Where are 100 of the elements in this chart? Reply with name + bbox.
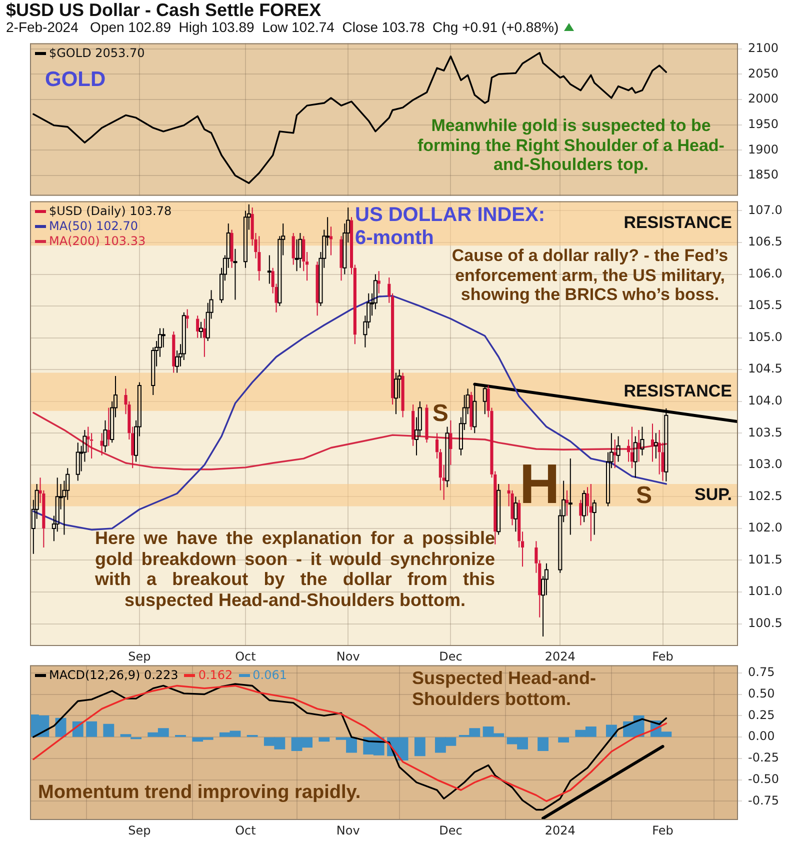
candlestick [514, 496, 518, 532]
x-tick-label: 2024 [544, 649, 576, 664]
x-tick-label: 2024 [544, 823, 576, 838]
candlestick [589, 483, 592, 542]
candlestick [76, 442, 80, 482]
candlestick [329, 226, 333, 256]
legend-label: MA(200) 103.33 [49, 234, 146, 248]
candlestick [640, 426, 644, 456]
candlestick [425, 404, 428, 444]
y-tick-label: 104.0 [748, 393, 782, 408]
x-tick-label: Dec [439, 649, 462, 664]
band-label: SUP. [694, 484, 732, 504]
annotation: Suspected Head-and-Shoulders bottom. [412, 668, 598, 710]
y-tick-label: 0.75 [748, 665, 775, 680]
y-tick-label: 0.50 [748, 686, 775, 700]
y-tick-label: 102.5 [748, 488, 782, 503]
y-tick-label: 100.5 [748, 616, 782, 630]
candlestick [233, 248, 238, 300]
annotation: S [636, 482, 652, 510]
y-tick-label: 0.00 [748, 729, 775, 744]
candlestick [230, 229, 234, 268]
x-tick-label: Feb [652, 649, 674, 664]
y-tick-label: 104.5 [748, 362, 782, 376]
y-tick-label: 106.0 [748, 266, 782, 280]
x-tick-label: Nov [336, 649, 360, 664]
candlestick [107, 407, 110, 446]
candlestick [267, 254, 272, 284]
candlestick [592, 499, 596, 536]
y-tick-label: -0.50 [748, 772, 780, 786]
candlestick [613, 438, 616, 469]
candlestick [196, 315, 200, 338]
bar [86, 721, 98, 737]
y-tick-label: 107.0 [748, 202, 782, 217]
y-tick-label: 1850 [748, 168, 779, 182]
y-tick-label: 1950 [748, 116, 779, 131]
y-tick-label: 103.5 [748, 425, 782, 440]
annotation: US DOLLAR INDEX: 6-month [355, 204, 545, 249]
x-tick-label: Oct [235, 823, 256, 838]
y-tick-label: -0.75 [748, 793, 780, 808]
candlestick [616, 436, 620, 462]
candlestick [412, 404, 415, 446]
candlestick [445, 426, 450, 488]
candlestick [172, 330, 176, 374]
y-tick-label: 103.0 [748, 457, 782, 472]
y-tick-label: 2100 [748, 40, 779, 55]
chart-title: $USD US Dollar - Cash Settle FOREX [6, 0, 322, 21]
candlestick [568, 458, 572, 536]
candlestick [103, 420, 108, 453]
candlestick [198, 321, 204, 338]
candlestick [633, 436, 638, 478]
bar [414, 737, 426, 756]
annotation: S [432, 400, 448, 428]
bar [558, 737, 570, 743]
y-tick-label: -0.25 [748, 750, 780, 765]
candlestick [650, 423, 654, 462]
legend-label: 0.061 [252, 668, 288, 682]
legend-label: $USD (Daily) 103.78 [49, 204, 172, 218]
candlestick [579, 499, 582, 526]
candlestick [292, 232, 295, 266]
bar [538, 737, 549, 752]
candlestick [449, 420, 452, 466]
candlestick [258, 236, 261, 282]
annotation: Meanwhile gold is suspected to be forming the Right Shoulder of a Head-and-Shoulders top. [416, 116, 726, 175]
bar [318, 737, 330, 742]
candlestick [202, 318, 206, 358]
legend-label: MA(50) 102.70 [49, 219, 138, 234]
annotation: Momentum trend improving rapidly. [38, 782, 361, 804]
x-tick-label: Sep [128, 823, 151, 838]
x-tick-label: Oct [235, 649, 256, 664]
candlestick [161, 328, 166, 348]
candlestick [630, 426, 634, 469]
y-tick-label: 101.0 [748, 584, 782, 598]
legend-label: 0.162 [198, 668, 233, 682]
y-tick-label: 106.5 [748, 234, 782, 249]
x-tick-label: Nov [336, 823, 360, 838]
x-tick-label: Sep [128, 649, 151, 664]
candlestick [401, 372, 404, 418]
y-tick-label: 2050 [748, 66, 779, 80]
legend-label: $GOLD 2053.70 [49, 46, 145, 60]
candlestick [654, 432, 658, 460]
candlestick [377, 270, 380, 294]
y-tick-label: 101.5 [748, 552, 782, 566]
y-tick-label: 1900 [748, 142, 779, 156]
candlestick [298, 232, 302, 268]
candlestick [565, 490, 569, 516]
candlestick [496, 483, 501, 536]
annotation: H [519, 452, 560, 515]
legend-label: MACD(12,26,9) 0.223 [49, 668, 178, 682]
y-tick-label: 0.25 [748, 708, 775, 722]
bar [103, 724, 114, 737]
y-tick-label: 105.5 [748, 298, 782, 312]
bar [606, 724, 617, 737]
annotation: Here we have the explanation for a possible gold breakdown soon - it would synchronize with a breakout by the dollar from this suspected Head-and-Shoulders bottom. [95, 528, 495, 611]
candlestick [582, 490, 586, 523]
candlestick [394, 372, 398, 415]
chart-subtitle: 2-Feb-2024 Open 102.89 High 103.89 Low 102.74 Close 103.78 Chg +0.91 (+0.88%) [6, 19, 560, 35]
band-label: RESISTANCE [624, 382, 732, 401]
x-tick-label: Feb [652, 823, 674, 838]
y-tick-label: 105.0 [748, 330, 782, 344]
y-tick-label: 102.0 [748, 520, 782, 535]
